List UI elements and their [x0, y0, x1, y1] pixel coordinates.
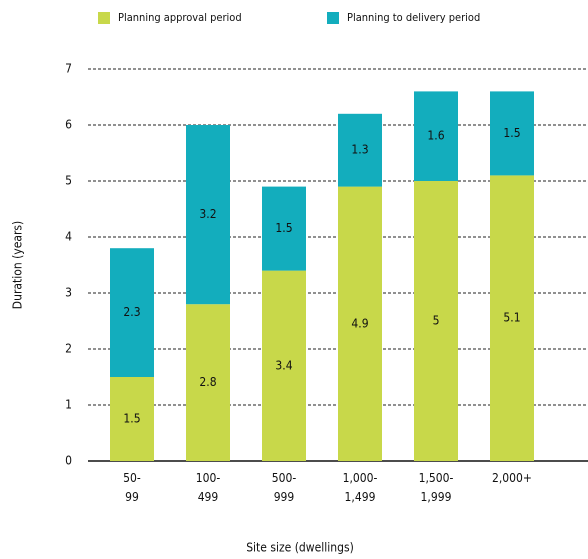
data-label: 2.3: [123, 305, 140, 319]
y-tick-label: 1: [65, 398, 72, 412]
bar-segment: [110, 248, 154, 377]
bar-segment: [414, 181, 458, 461]
x-tick-label: 1,500-1,999: [419, 471, 454, 504]
x-axis-label: Site size (dwellings): [246, 541, 354, 555]
x-tick-label: 500-999: [272, 471, 297, 504]
y-tick-label: 0: [65, 454, 72, 468]
data-label: 5: [433, 314, 440, 328]
data-label: 1.5: [275, 221, 292, 235]
bar-segment: [490, 175, 534, 461]
y-tick-label: 6: [65, 118, 72, 132]
data-label: 3.4: [275, 358, 292, 372]
legend-swatch: [327, 12, 339, 24]
bar-segment: [338, 113, 382, 187]
x-tick-label: 50-99: [123, 471, 141, 504]
data-label: 1.5: [503, 126, 520, 140]
data-label: 1.5: [123, 412, 140, 426]
legend-swatch: [98, 12, 110, 24]
y-tick-label: 7: [65, 62, 72, 76]
bar-segment: [414, 91, 458, 181]
x-tick-label: 2,000+: [492, 471, 532, 485]
bar-segment: [262, 186, 306, 271]
data-label: 5.1: [503, 311, 520, 325]
data-label: 2.8: [199, 375, 216, 389]
x-tick-label: 1,000-1,499: [343, 471, 378, 504]
bar-segment: [262, 270, 306, 461]
legend-label: Planning to delivery period: [347, 11, 480, 24]
data-label: 4.9: [351, 316, 368, 330]
data-label: 3.2: [199, 207, 216, 221]
data-label: 1.3: [351, 143, 368, 157]
bar-segment: [490, 91, 534, 176]
x-tick-label: 100-499: [196, 471, 221, 504]
bar-segment: [186, 304, 230, 461]
y-axis-label: Duration (years): [11, 221, 25, 309]
y-tick-label: 3: [65, 286, 72, 300]
legend-label: Planning approval period: [118, 11, 242, 24]
data-label: 1.6: [427, 129, 444, 143]
y-tick-label: 5: [65, 174, 72, 188]
y-tick-label: 2: [65, 342, 72, 356]
y-tick-label: 4: [65, 230, 72, 244]
bar-segment: [110, 377, 154, 461]
bar-segment: [338, 186, 382, 461]
bar-segment: [186, 125, 230, 305]
